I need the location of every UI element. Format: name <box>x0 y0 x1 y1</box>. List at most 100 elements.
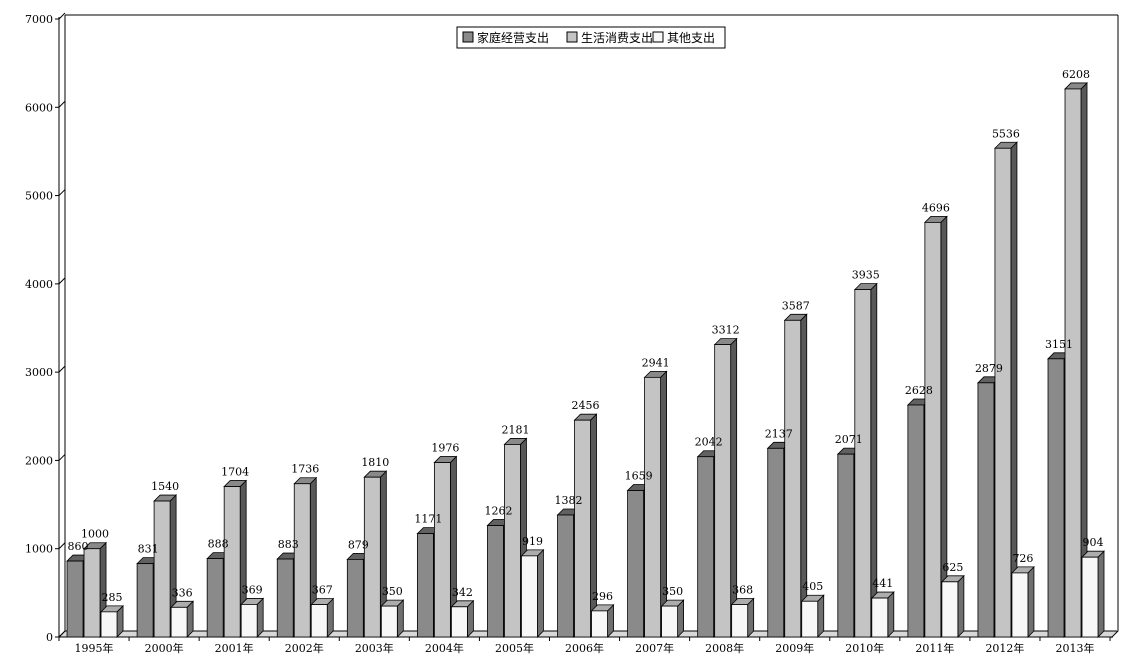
bar <box>1064 81 1088 638</box>
data-label: 367 <box>312 584 333 597</box>
x-tick-label: 2005年 <box>495 641 534 655</box>
data-label: 405 <box>802 580 823 593</box>
legend-label: 家庭经营支出 <box>477 30 549 45</box>
x-tick-label: 2000年 <box>145 641 184 655</box>
bar-front <box>346 558 364 638</box>
bar-side <box>747 597 755 638</box>
x-tick-label: 2012年 <box>985 641 1024 655</box>
data-label: 1810 <box>361 456 389 469</box>
bar <box>153 494 178 638</box>
data-label: 1382 <box>555 494 583 507</box>
data-label: 1704 <box>221 466 249 479</box>
bar-front <box>994 147 1012 638</box>
bar <box>170 600 195 638</box>
y-tick-depth <box>58 12 66 20</box>
data-label: 883 <box>278 538 299 551</box>
y-tick-label: 2000 <box>25 454 53 467</box>
y-tick-depth <box>58 630 66 638</box>
x-tick-label: 1995年 <box>75 641 114 655</box>
bar-side <box>326 597 334 638</box>
data-label: 831 <box>138 543 159 556</box>
data-label: 904 <box>1083 536 1104 549</box>
data-label: 3312 <box>712 324 740 337</box>
bar-front <box>767 447 785 638</box>
y-tick-label: 5000 <box>25 190 53 203</box>
bar-side <box>590 413 597 638</box>
bar-front <box>1064 88 1082 638</box>
data-label: 2456 <box>572 399 600 412</box>
x-tick-label: 2011年 <box>915 641 954 655</box>
x-tick-label: 2002年 <box>285 641 324 655</box>
bar-front <box>557 514 574 638</box>
data-label: 2628 <box>905 384 933 397</box>
data-label: 350 <box>662 585 683 598</box>
bar-front <box>1081 556 1099 638</box>
bar-front <box>907 404 925 638</box>
data-label: 3935 <box>852 269 880 282</box>
data-label: 296 <box>592 590 613 603</box>
data-label: 5536 <box>992 127 1020 140</box>
bar-front <box>1047 358 1065 638</box>
y-axis: 0 1000 2000 3000 4000 5000 6000 7000 <box>25 12 66 644</box>
data-label: 4696 <box>922 201 950 214</box>
bar <box>870 591 895 638</box>
bar-front <box>854 289 872 638</box>
data-label: 3151 <box>1045 338 1073 351</box>
legend-swatch <box>462 31 474 43</box>
bar-front <box>1011 572 1029 638</box>
data-label: 919 <box>522 535 543 548</box>
bar-front <box>941 581 959 638</box>
bar <box>520 548 545 638</box>
y-tick-depth <box>58 542 66 550</box>
bar <box>1010 565 1035 638</box>
data-label: 1262 <box>484 505 512 518</box>
bar-front <box>363 476 381 638</box>
y-tick-depth <box>58 100 66 108</box>
bar-side <box>256 597 264 638</box>
bar-front <box>153 500 171 638</box>
bar-front <box>276 558 294 638</box>
data-label: 441 <box>872 577 893 590</box>
bar-front <box>731 604 749 638</box>
bar <box>993 141 1018 638</box>
bar <box>730 597 755 638</box>
data-label: 2181 <box>501 423 529 436</box>
bar-front <box>697 456 715 638</box>
data-label: 1659 <box>625 470 653 483</box>
bar <box>800 594 825 638</box>
bar <box>573 413 598 638</box>
data-label: 285 <box>102 591 123 604</box>
bar-front <box>574 419 591 638</box>
bar-front <box>416 533 434 638</box>
x-tick-label: 2004年 <box>425 641 464 655</box>
legend-label: 生活消费支出 <box>581 31 653 45</box>
legend-swatch <box>652 31 664 43</box>
data-label: 3587 <box>782 299 810 312</box>
data-label: 2941 <box>642 356 670 369</box>
bar <box>363 470 388 638</box>
bar-side <box>817 594 825 638</box>
bar <box>223 479 248 638</box>
bar <box>660 599 685 638</box>
data-label: 1000 <box>81 528 109 541</box>
bar-front <box>293 483 311 638</box>
y-tick-depth <box>58 454 66 461</box>
x-tick-label: 2009年 <box>775 641 814 655</box>
y-tick-label: 7000 <box>25 13 53 26</box>
bar-front <box>170 606 188 638</box>
data-label: 860 <box>68 540 89 553</box>
data-label: 888 <box>208 538 229 551</box>
bar <box>923 215 948 638</box>
bars <box>66 81 1105 638</box>
bar-front <box>661 605 678 638</box>
bar-side <box>940 215 948 638</box>
data-label: 6208 <box>1062 68 1090 81</box>
bar-front <box>714 344 732 638</box>
data-label: 2879 <box>975 362 1003 375</box>
data-label: 1171 <box>414 513 442 526</box>
x-tick-label: 2010年 <box>845 641 884 655</box>
y-tick-label: 1000 <box>25 543 53 556</box>
data-label: 1540 <box>151 480 179 493</box>
